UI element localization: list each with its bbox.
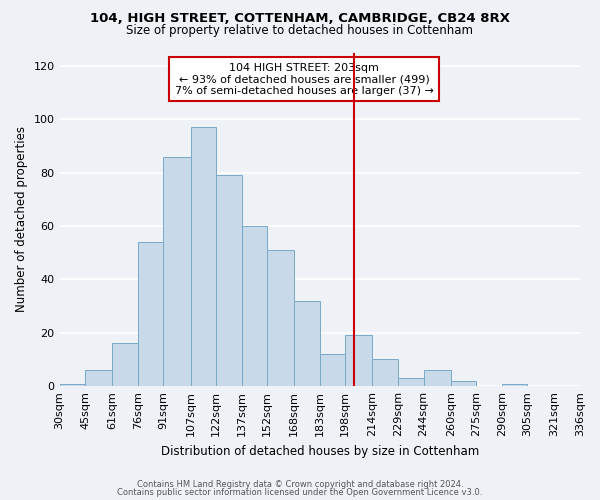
Bar xyxy=(138,242,163,386)
Bar xyxy=(294,301,320,386)
X-axis label: Distribution of detached houses by size in Cottenham: Distribution of detached houses by size … xyxy=(161,444,479,458)
Bar xyxy=(112,344,138,386)
Bar xyxy=(216,176,242,386)
Text: 104, HIGH STREET, COTTENHAM, CAMBRIDGE, CB24 8RX: 104, HIGH STREET, COTTENHAM, CAMBRIDGE, … xyxy=(90,12,510,26)
Bar xyxy=(451,381,476,386)
Bar xyxy=(163,156,191,386)
Text: 104 HIGH STREET: 203sqm
← 93% of detached houses are smaller (499)
7% of semi-de: 104 HIGH STREET: 203sqm ← 93% of detache… xyxy=(175,62,434,96)
Y-axis label: Number of detached properties: Number of detached properties xyxy=(15,126,28,312)
Bar xyxy=(59,384,85,386)
Bar xyxy=(242,226,267,386)
Text: Contains public sector information licensed under the Open Government Licence v3: Contains public sector information licen… xyxy=(118,488,482,497)
Bar xyxy=(373,360,398,386)
Bar xyxy=(398,378,424,386)
Bar xyxy=(345,336,373,386)
Bar xyxy=(191,127,216,386)
Bar xyxy=(85,370,112,386)
Bar xyxy=(502,384,527,386)
Bar xyxy=(424,370,451,386)
Text: Contains HM Land Registry data © Crown copyright and database right 2024.: Contains HM Land Registry data © Crown c… xyxy=(137,480,463,489)
Text: Size of property relative to detached houses in Cottenham: Size of property relative to detached ho… xyxy=(127,24,473,37)
Bar xyxy=(320,354,345,386)
Bar xyxy=(267,250,294,386)
